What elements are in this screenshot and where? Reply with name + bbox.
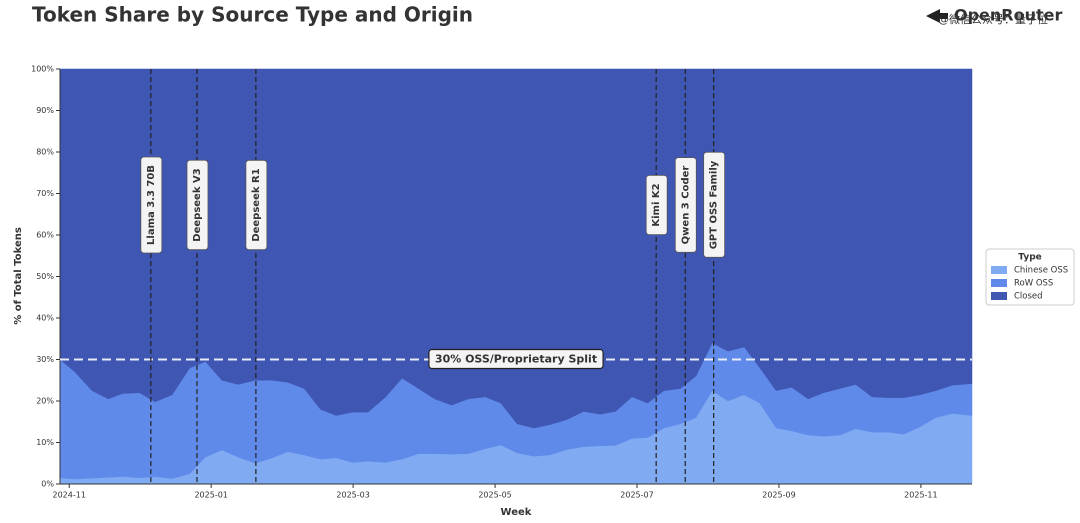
event-label-group: GPT OSS Family xyxy=(703,151,726,258)
legend-swatch xyxy=(991,279,1007,287)
event-label-group: Qwen 3 Coder xyxy=(674,157,697,253)
x-tick-label: 2025-05 xyxy=(478,491,511,500)
y-tick-label: 50% xyxy=(36,272,54,281)
y-tick-label: 0% xyxy=(41,480,54,489)
legend-swatch xyxy=(991,292,1007,300)
legend-label: Closed xyxy=(1014,292,1043,302)
y-tick-label: 10% xyxy=(36,438,54,447)
x-tick-label: 2025-11 xyxy=(904,491,937,500)
y-tick-label: 60% xyxy=(36,231,54,240)
y-tick-label: 20% xyxy=(36,397,54,406)
y-tick-label: 100% xyxy=(31,65,54,74)
event-label-box xyxy=(703,151,726,258)
legend-label: Chinese OSS xyxy=(1014,266,1068,276)
reference-label-group: 30% OSS/Proprietary Split xyxy=(428,348,604,370)
y-tick-label: 30% xyxy=(36,355,54,364)
legend-box xyxy=(985,248,1075,306)
brand-logo xyxy=(926,9,948,23)
event-label-box xyxy=(186,159,209,251)
legend: Type Chinese OSS RoW OSS Closed xyxy=(985,248,1075,306)
x-tick-label: 2025-09 xyxy=(762,491,795,500)
legend-title: Type xyxy=(1018,253,1041,263)
event-label-box xyxy=(245,159,268,251)
legend-label: RoW OSS xyxy=(1014,279,1053,289)
reference-label: 30% OSS/Proprietary Split xyxy=(435,353,597,366)
event-label-group: Kimi K2 xyxy=(645,174,668,236)
event-label-group: Deepseek R1 xyxy=(245,159,268,251)
y-tick-label: 40% xyxy=(36,314,54,323)
x-tick-label: 2025-07 xyxy=(620,491,653,500)
event-label: Deepseek V3 xyxy=(192,168,203,241)
event-label-box xyxy=(140,156,163,254)
event-label: GPT OSS Family xyxy=(709,160,720,249)
x-axis-label: Week xyxy=(501,507,532,518)
x-tick-label: 2024-11 xyxy=(53,491,86,500)
event-label: Llama 3.3 70B xyxy=(146,165,157,245)
event-label: Kimi K2 xyxy=(651,183,662,226)
x-tick-label: 2025-03 xyxy=(336,491,369,500)
event-label-box xyxy=(674,157,697,253)
legend-swatch xyxy=(991,266,1007,274)
event-label-group: Llama 3.3 70B xyxy=(140,156,163,254)
y-tick-label: 90% xyxy=(36,106,54,115)
area xyxy=(59,68,973,429)
y-tick-label: 70% xyxy=(36,189,54,198)
y-axis-label: % of Total Tokens xyxy=(13,227,24,325)
watermark: @微信公众号：量子位 xyxy=(938,12,1048,26)
y-tick-label: 80% xyxy=(36,148,54,157)
event-label-group: Deepseek V3 xyxy=(186,159,209,251)
chart-title: Token Share by Source Type and Origin xyxy=(32,3,473,27)
event-label: Deepseek R1 xyxy=(251,168,262,241)
event-label: Qwen 3 Coder xyxy=(680,166,691,245)
x-tick-label: 2025-01 xyxy=(194,491,227,500)
event-label-box xyxy=(645,174,668,236)
reference-label-box xyxy=(428,348,604,370)
brand: OpenRouter xyxy=(954,6,1063,25)
